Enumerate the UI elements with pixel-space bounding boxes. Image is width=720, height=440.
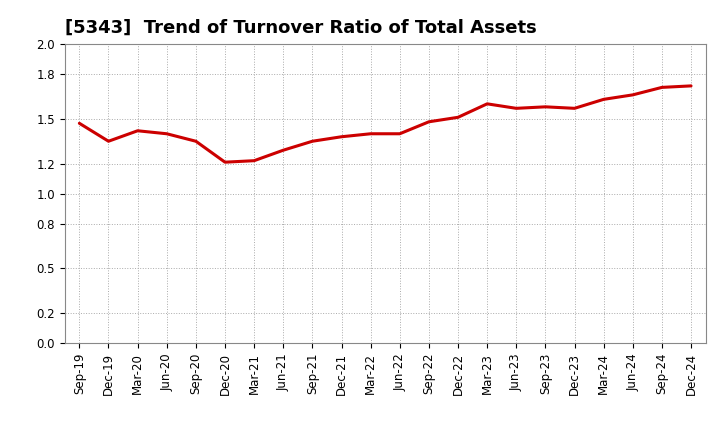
Text: [5343]  Trend of Turnover Ratio of Total Assets: [5343] Trend of Turnover Ratio of Total … — [65, 19, 536, 37]
